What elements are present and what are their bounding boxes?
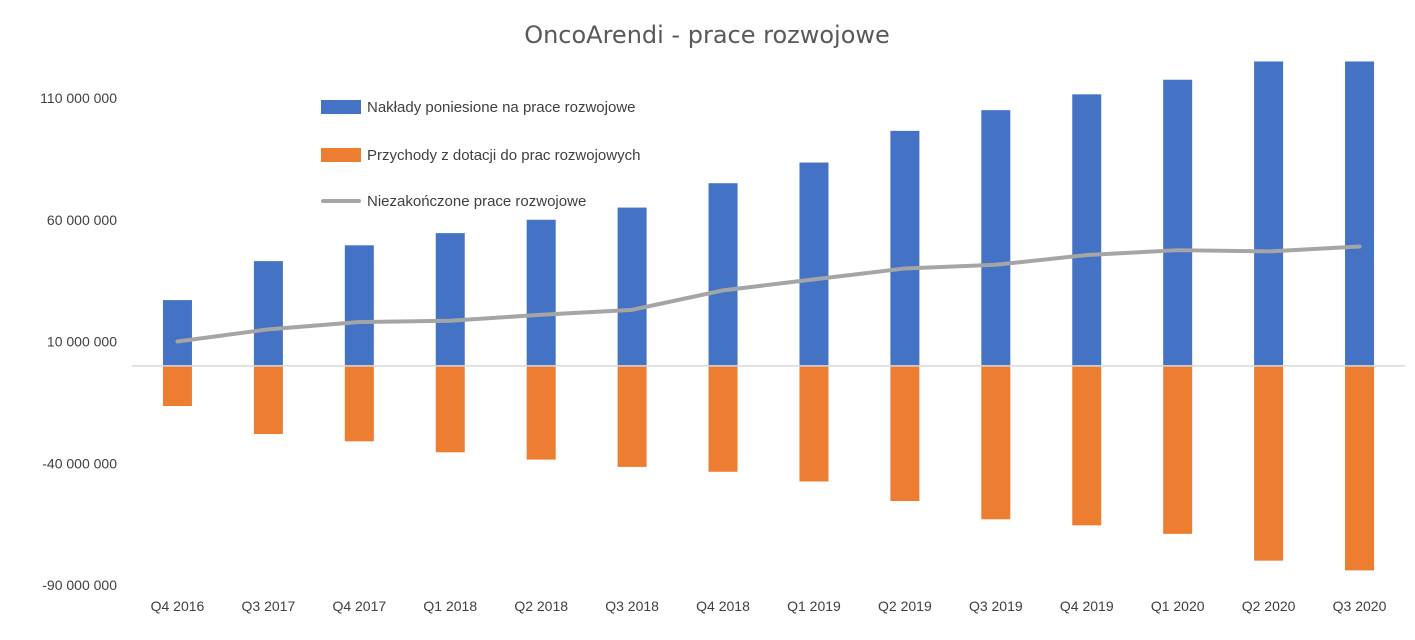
bar-naklady (981, 110, 1011, 366)
bar-przychody (981, 365, 1011, 520)
bar-przychody (526, 365, 556, 460)
bar-naklady (708, 183, 738, 366)
y-tick-label: 60 000 000 (47, 212, 117, 228)
legend-label: Nakłady poniesione na prace rozwojowe (367, 99, 636, 116)
bar-przychody (708, 365, 738, 472)
legend-label: Przychody z dotacji do prac rozwojowych (367, 147, 640, 164)
bar-przychody (162, 365, 192, 407)
y-axis-labels: 110 000 000 60 000 000 10 000 000 -40 000 0… (40, 90, 117, 593)
bar-przychody (253, 365, 283, 435)
legend-swatch (321, 148, 361, 162)
bar-naklady (253, 261, 283, 366)
legend-label: Niezakończone prace rozwojowe (367, 193, 586, 210)
bar-naklady (344, 245, 374, 366)
bar-przychody (1163, 365, 1193, 534)
x-tick-label: Q3 2020 (1333, 598, 1387, 614)
bar-przychody (890, 365, 920, 501)
x-tick-label: Q1 2018 (423, 598, 477, 614)
bar-naklady (799, 162, 829, 366)
y-tick-label: 110 000 000 (40, 90, 117, 106)
bar-naklady (617, 207, 647, 366)
x-tick-label: Q2 2019 (878, 598, 932, 614)
x-tick-label: Q1 2020 (1151, 598, 1205, 614)
x-tick-label: Q3 2018 (605, 598, 659, 614)
legend: Nakłady poniesione na prace rozwojowe Prz… (321, 99, 640, 210)
line-layer (175, 244, 1362, 344)
bar-przychody (1254, 365, 1284, 561)
bars-layer (162, 61, 1375, 571)
bar-naklady (1072, 94, 1102, 366)
bar-przychody (344, 365, 374, 442)
y-tick-label: -40 000 000 (42, 455, 117, 471)
bar-przychody (435, 365, 465, 453)
x-tick-label: Q4 2019 (1060, 598, 1114, 614)
x-tick-label: Q4 2016 (151, 598, 205, 614)
bar-naklady (1345, 61, 1375, 366)
x-tick-label: Q2 2018 (514, 598, 568, 614)
chart-title: OncoArendi - prace rozwojowe (524, 21, 890, 49)
x-tick-label: Q3 2017 (242, 598, 296, 614)
x-tick-label: Q3 2019 (969, 598, 1023, 614)
bar-naklady (435, 233, 465, 366)
bar-przychody (617, 365, 647, 467)
x-tick-label: Q4 2018 (696, 598, 750, 614)
y-tick-label: -90 000 000 (42, 577, 117, 593)
bar-naklady (890, 130, 920, 366)
x-tick-label: Q2 2020 (1242, 598, 1296, 614)
bar-naklady (1254, 61, 1284, 366)
line-niezakonczone (175, 244, 1362, 344)
bar-naklady (526, 219, 556, 366)
x-tick-label: Q1 2019 (787, 598, 841, 614)
x-axis-labels: Q4 2016 Q3 2017 Q4 2017 Q1 2018 Q2 2018 Q3 20… (151, 598, 1387, 614)
bar-naklady (1163, 79, 1193, 366)
bar-naklady (162, 300, 192, 366)
legend-swatch (321, 100, 361, 114)
bar-przychody (1072, 365, 1102, 526)
y-tick-label: 10 000 000 (47, 334, 117, 350)
bar-przychody (799, 365, 829, 482)
bar-przychody (1345, 365, 1375, 571)
x-tick-label: Q4 2017 (332, 598, 386, 614)
